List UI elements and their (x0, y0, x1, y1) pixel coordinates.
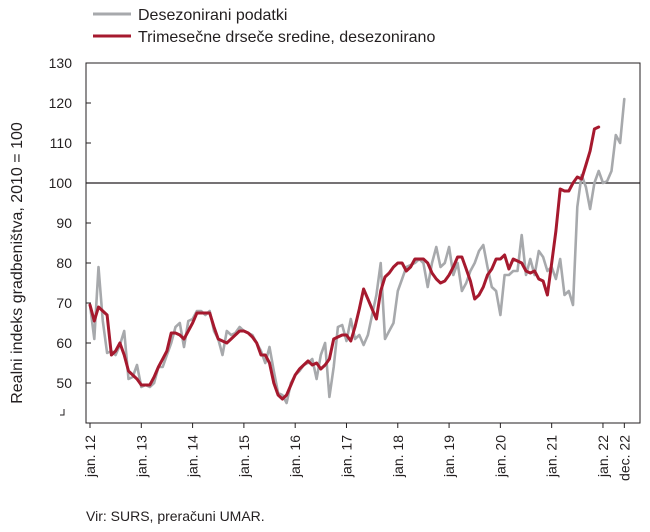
x-tick-label: dec. 22 (616, 435, 632, 481)
tick-labels: 50 60 70 80 90 100 110 120 130 jan. 12 jan. 13 jan.… (49, 55, 633, 481)
y-tick-label: 60 (56, 335, 72, 351)
legend: Desezonirani podatki Trimesečne drseče s… (93, 7, 435, 46)
x-tick-label: jan. 19 (441, 435, 457, 478)
x-tick-label: jan. 15 (236, 435, 252, 478)
y-tick-label: 80 (56, 255, 72, 271)
source-note: Vir: SURS, preračuni UMAR. (86, 508, 265, 524)
x-tick-label: jan. 14 (185, 435, 201, 478)
x-tick-label: jan. 21 (544, 435, 560, 478)
y-tick-label: 130 (49, 55, 73, 71)
x-tick-label: jan. 16 (287, 435, 303, 478)
axis-break-mark (60, 409, 65, 416)
x-tick-label: jan. 22 (595, 435, 611, 478)
plot-area (60, 62, 641, 424)
y-tick-label: 100 (49, 175, 73, 191)
y-tick-label: 50 (56, 375, 72, 391)
plot-frame (85, 62, 641, 424)
x-tick-label: jan. 13 (133, 435, 149, 478)
series-group (88, 97, 626, 405)
legend-label-moving-average: Trimesečne drseče sredine, desezonirano (138, 29, 435, 46)
y-tick-label: 110 (50, 135, 73, 151)
y-axis-label: Realni indeks gradbeništva, 2010 = 100 (9, 122, 26, 404)
series-line-seasonally-adjusted (88, 97, 626, 405)
x-tick-label: jan. 20 (492, 435, 508, 478)
legend-label-seasonal: Desezonirani podatki (138, 7, 287, 24)
x-tick-label: jan. 17 (338, 435, 354, 478)
series-line-moving-average (88, 125, 601, 401)
x-tick-label: jan. 12 (82, 435, 98, 478)
y-tick-label: 120 (49, 95, 73, 111)
y-tick-label: 70 (56, 295, 72, 311)
y-tick-label: 90 (56, 215, 72, 231)
x-tick-label: jan. 18 (390, 435, 406, 478)
